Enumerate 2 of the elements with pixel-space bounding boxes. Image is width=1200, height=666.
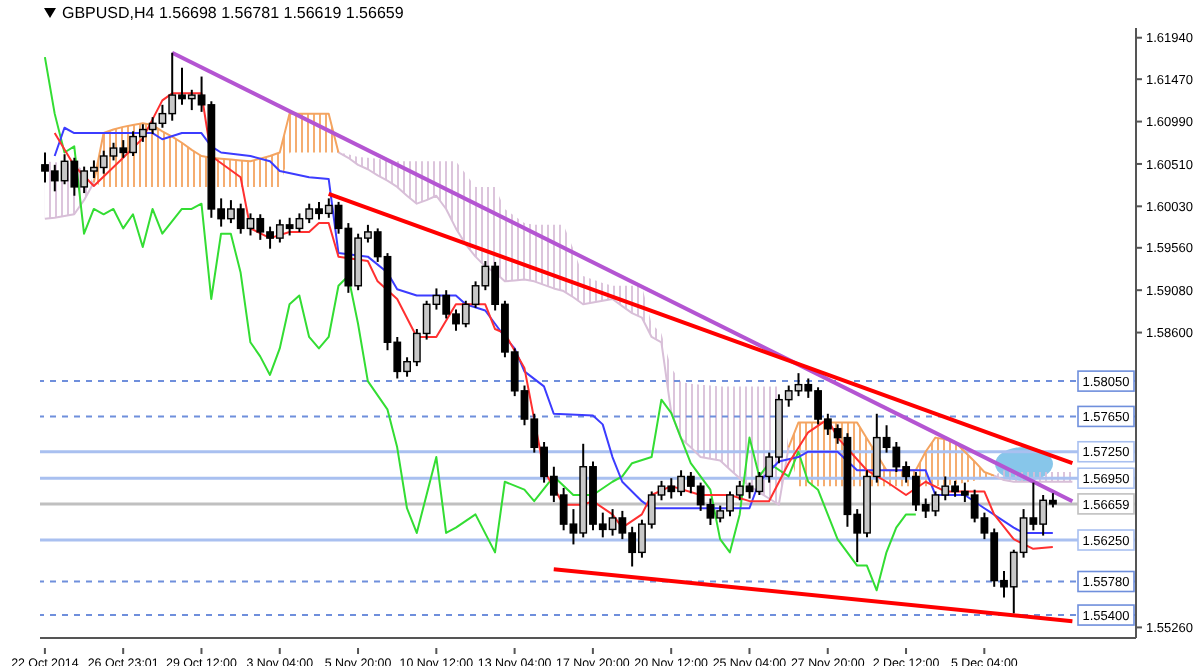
chart-title: GBPUSD,H4 1.56698 1.56781 1.56619 1.56659 (62, 4, 404, 22)
line-series (43, 56, 917, 592)
